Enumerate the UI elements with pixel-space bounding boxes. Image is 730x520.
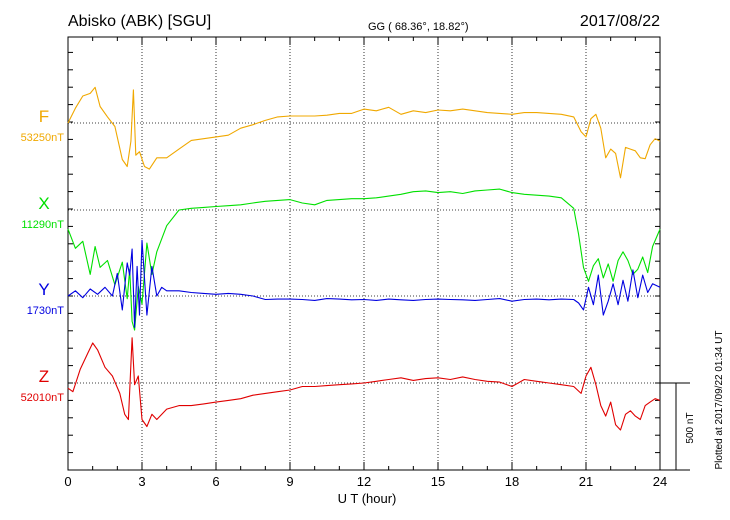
component-name-x: X bbox=[38, 194, 49, 213]
scale-bar: 500 nT bbox=[660, 382, 696, 471]
component-labels: F 53250nT X 11290nT Y 1730nT Z 52010nT bbox=[21, 107, 65, 404]
series-layer bbox=[67, 86, 661, 431]
baseline-label-y: 1730nT bbox=[27, 305, 65, 317]
x-tick-label: 18 bbox=[505, 474, 519, 489]
axis-ticks: 0 3 6 9 12 15 18 21 24 bbox=[64, 37, 667, 489]
series-line-y bbox=[67, 239, 661, 328]
x-tick-label: 12 bbox=[357, 474, 371, 489]
component-name-z: Z bbox=[39, 367, 49, 386]
x-axis-label: U T (hour) bbox=[338, 491, 397, 506]
date-label: 2017/08/22 bbox=[580, 13, 660, 30]
component-name-y: Y bbox=[38, 280, 49, 299]
x-tick-label: 3 bbox=[138, 474, 145, 489]
x-tick-label: 15 bbox=[431, 474, 445, 489]
x-tick-label: 9 bbox=[286, 474, 293, 489]
scale-bar-label: 500 nT bbox=[685, 412, 696, 443]
component-name-f: F bbox=[39, 107, 49, 126]
baseline-label-z: 52010nT bbox=[21, 392, 65, 404]
x-tick-label: 24 bbox=[653, 474, 667, 489]
station-title: Abisko (ABK) [SGU] bbox=[68, 13, 211, 30]
x-tick-label: 21 bbox=[579, 474, 593, 489]
x-tick-label: 6 bbox=[212, 474, 219, 489]
series-line-x bbox=[67, 188, 661, 331]
baseline-label-f: 53250nT bbox=[21, 132, 65, 144]
baseline-label-x: 11290nT bbox=[21, 219, 64, 231]
series-line-f bbox=[67, 86, 661, 179]
geo-coordinates: GG ( 68.36°, 18.82°) bbox=[368, 21, 469, 33]
plotted-timestamp: Plotted at 2017/09/22 01:34 UT bbox=[714, 331, 725, 470]
x-tick-label: 0 bbox=[64, 474, 71, 489]
series-line-z bbox=[67, 337, 661, 431]
